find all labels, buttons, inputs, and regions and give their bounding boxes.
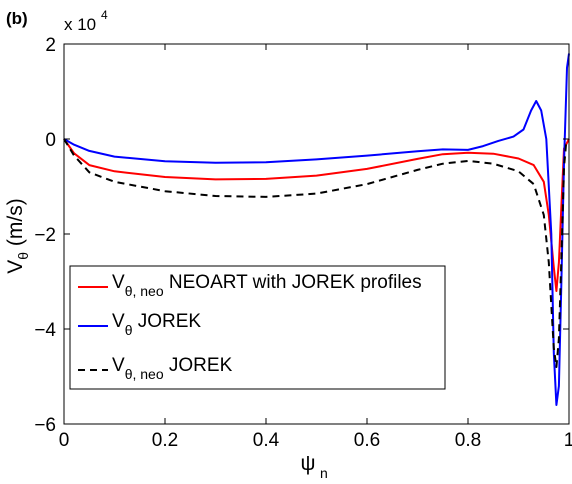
x-tick-label: 0 bbox=[59, 430, 70, 451]
series-line-3 bbox=[63, 138, 568, 368]
axes: 0 0.2 0.4 0.6 0.8 1 2 0 −2 −4 −6 bbox=[34, 35, 572, 451]
series-line-1 bbox=[63, 138, 570, 292]
y-tick-label: −2 bbox=[34, 225, 56, 246]
legend: Vθ, neo NEOART with JOREK profiles Vθ JOR… bbox=[69, 265, 446, 390]
axis-labels: ψ n Vθ (m/s) bbox=[4, 198, 328, 481]
y-multiplier-exponent: 4 bbox=[101, 8, 108, 22]
x-tick-label: 0.2 bbox=[152, 430, 178, 451]
y-tick-label: 2 bbox=[45, 35, 56, 56]
x-tick-label: 0.6 bbox=[354, 430, 380, 451]
x-axis-label: ψ bbox=[301, 452, 316, 475]
legend-label-1: Vθ, neo NEOART with JOREK profiles bbox=[112, 272, 422, 299]
x-tick-label: 1 bbox=[564, 430, 572, 451]
legend-box bbox=[69, 265, 446, 390]
legend-label-3: Vθ, neo JOREK bbox=[112, 355, 233, 382]
series-line-2 bbox=[63, 53, 570, 406]
plot-area bbox=[63, 53, 570, 406]
y-tick-label: 0 bbox=[45, 130, 56, 151]
x-tick-label: 0.8 bbox=[455, 430, 481, 451]
y-tick-label: −6 bbox=[34, 415, 56, 436]
y-multiplier: x 10 4 bbox=[64, 8, 108, 34]
x-axis-label-subscript: n bbox=[320, 465, 328, 481]
legend-label-2: Vθ JOREK bbox=[112, 311, 201, 338]
y-tick-label: −4 bbox=[34, 320, 56, 341]
x-tick-label: 0.4 bbox=[253, 430, 280, 451]
y-axis-label: Vθ (m/s) bbox=[4, 198, 31, 273]
panel-label: (b) bbox=[6, 9, 28, 28]
svg-text:Vθ (m/s): Vθ (m/s) bbox=[4, 198, 31, 273]
y-multiplier-text: x 10 bbox=[64, 15, 96, 34]
